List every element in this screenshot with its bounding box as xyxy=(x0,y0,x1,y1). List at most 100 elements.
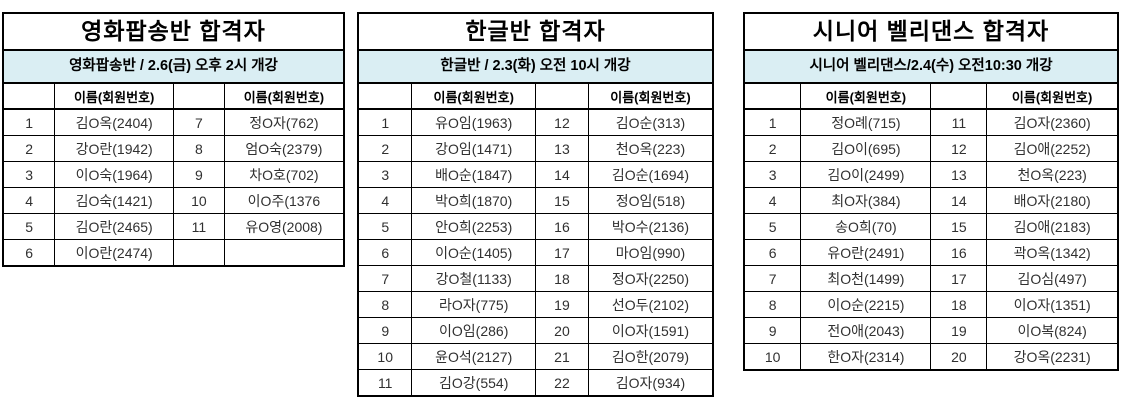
rank-cell: 11 xyxy=(930,108,988,136)
rank-cell: 17 xyxy=(534,239,589,266)
rank-cell: 11 xyxy=(172,213,225,240)
name-cell: 강O철(1133) xyxy=(411,265,536,292)
rank-cell: 20 xyxy=(534,317,589,344)
rank-cell: 7 xyxy=(745,265,802,292)
rank-cell: 1 xyxy=(4,108,56,136)
rank-cell: 13 xyxy=(930,161,988,188)
table-row: 8 라O자(775) 19 선O두(2102) xyxy=(359,291,712,318)
table-row: 11 김O강(554) 22 김O자(934) xyxy=(359,369,712,395)
rank-cell: 2 xyxy=(359,135,413,162)
rank-cell: 13 xyxy=(534,135,589,162)
rank-cell: 21 xyxy=(534,343,589,370)
rank-cell: 10 xyxy=(359,343,413,370)
table-row: 7 최O천(1499) 17 김O심(497) xyxy=(745,265,1117,292)
table-row: 9 이O임(286) 20 이O자(1591) xyxy=(359,317,712,344)
name-cell: 곽O옥(1342) xyxy=(986,239,1117,266)
name-cell: 이O순(2215) xyxy=(800,291,932,318)
movie-pop-class-board: 영화팝송반 합격자 영화팝송반 / 2.6(금) 오후 2시 개강 이름(회원번… xyxy=(2,12,345,267)
rank-cell: 19 xyxy=(534,291,589,318)
rank-cell: 3 xyxy=(4,161,56,188)
name-cell: 이O란(2474) xyxy=(54,239,174,265)
table-row: 4 최O자(384) 14 배O자(2180) xyxy=(745,187,1117,214)
rank-cell: 5 xyxy=(359,213,413,240)
rank-cell: 22 xyxy=(534,369,589,395)
table-row: 2 강O란(1942) 8 엄O숙(2379) xyxy=(4,135,343,162)
name-cell: 김O강(554) xyxy=(411,369,536,395)
rank-cell: 19 xyxy=(930,317,988,344)
name-cell: 선O두(2102) xyxy=(587,291,712,318)
rank-cell: 11 xyxy=(359,369,413,395)
name-cell: 라O자(775) xyxy=(411,291,536,318)
table-row: 10 한O자(2314) 20 강O옥(2231) xyxy=(745,343,1117,369)
name-cell: 송O희(70) xyxy=(800,213,932,240)
name-cell: 천O옥(223) xyxy=(986,161,1117,188)
rank-cell: 7 xyxy=(172,108,225,136)
rank-cell: 14 xyxy=(930,187,988,214)
name-cell: 이O복(824) xyxy=(986,317,1117,344)
table-row: 2 강O임(1471) 13 천O옥(223) xyxy=(359,135,712,162)
rank-cell: 6 xyxy=(4,239,56,265)
rank-cell: 6 xyxy=(745,239,802,266)
header-row: 이름(회원번호) 이름(회원번호) xyxy=(4,84,343,110)
column-header-rank xyxy=(745,84,802,110)
rank-cell: 20 xyxy=(930,343,988,369)
name-cell: 김O란(2465) xyxy=(54,213,174,240)
name-cell: 마O임(990) xyxy=(587,239,712,266)
rank-cell: 9 xyxy=(745,317,802,344)
table-row: 3 배O순(1847) 14 김O순(1694) xyxy=(359,161,712,188)
acceptance-table: 이름(회원번호) 이름(회원번호) 1 김O옥(2404) 7 정O자(762) 2 강O… xyxy=(4,84,343,265)
board-subtitle: 한글반 / 2.3(화) 오전 10시 개강 xyxy=(359,51,712,84)
board-title: 영화팝송반 합격자 xyxy=(4,14,343,51)
table-row: 3 이O숙(1964) 9 차O호(702) xyxy=(4,161,343,188)
rank-cell: 10 xyxy=(172,187,225,214)
name-cell: 김O순(313) xyxy=(587,108,712,136)
name-cell: 한O자(2314) xyxy=(800,343,932,369)
hangul-class-board: 한글반 합격자 한글반 / 2.3(화) 오전 10시 개강 이름(회원번호) … xyxy=(357,12,714,397)
table-row: 6 유O란(2491) 16 곽O옥(1342) xyxy=(745,239,1117,266)
rank-cell: 8 xyxy=(745,291,802,318)
board-subtitle: 영화팝송반 / 2.6(금) 오후 2시 개강 xyxy=(4,51,343,84)
column-header-name: 이름(회원번호) xyxy=(54,84,174,110)
table-row: 1 유O임(1963) 12 김O순(313) xyxy=(359,108,712,136)
rank-cell: 4 xyxy=(745,187,802,214)
name-cell: 강O옥(2231) xyxy=(986,343,1117,369)
column-header-rank xyxy=(359,84,413,110)
name-cell: 전O애(2043) xyxy=(800,317,932,344)
column-header-name: 이름(회원번호) xyxy=(411,84,536,110)
name-cell: 강O란(1942) xyxy=(54,135,174,162)
name-cell: 안O희(2253) xyxy=(411,213,536,240)
name-cell: 이O주(1376 xyxy=(223,187,343,214)
table-row: 5 김O란(2465) 11 유O영(2008) xyxy=(4,213,343,240)
table-body: 1 유O임(1963) 12 김O순(313) 2 강O임(1471) 13 천O옥(223)… xyxy=(359,108,712,395)
rank-cell: 5 xyxy=(745,213,802,240)
name-cell: 김O한(2079) xyxy=(587,343,712,370)
name-cell: 윤O석(2127) xyxy=(411,343,536,370)
table-row: 1 김O옥(2404) 7 정O자(762) xyxy=(4,108,343,136)
column-header-rank xyxy=(930,84,988,110)
name-cell: 엄O숙(2379) xyxy=(223,135,343,162)
name-cell: 김O자(934) xyxy=(587,369,712,395)
name-cell: 정O자(2250) xyxy=(587,265,712,292)
name-cell: 최O자(384) xyxy=(800,187,932,214)
table-row: 1 정O례(715) 11 김O자(2360) xyxy=(745,108,1117,136)
name-cell: 박O수(2136) xyxy=(587,213,712,240)
rank-cell: 4 xyxy=(4,187,56,214)
rank-cell: 12 xyxy=(534,108,589,136)
column-header-rank xyxy=(534,84,589,110)
table-row: 5 송O희(70) 15 김O애(2183) xyxy=(745,213,1117,240)
table-row: 2 김O이(695) 12 김O애(2252) xyxy=(745,135,1117,162)
name-cell: 김O자(2360) xyxy=(986,108,1117,136)
rank-cell: 15 xyxy=(534,187,589,214)
board-title: 시니어 벨리댄스 합격자 xyxy=(745,14,1117,51)
name-cell: 김O이(2499) xyxy=(800,161,932,188)
rank-cell: 9 xyxy=(172,161,225,188)
name-cell: 천O옥(223) xyxy=(587,135,712,162)
name-cell: 이O자(1591) xyxy=(587,317,712,344)
table-row: 10 윤O석(2127) 21 김O한(2079) xyxy=(359,343,712,370)
rank-cell: 16 xyxy=(930,239,988,266)
name-cell: 김O숙(1421) xyxy=(54,187,174,214)
name-cell: 이O임(286) xyxy=(411,317,536,344)
name-cell: 유O영(2008) xyxy=(223,213,343,240)
name-cell xyxy=(223,239,343,265)
